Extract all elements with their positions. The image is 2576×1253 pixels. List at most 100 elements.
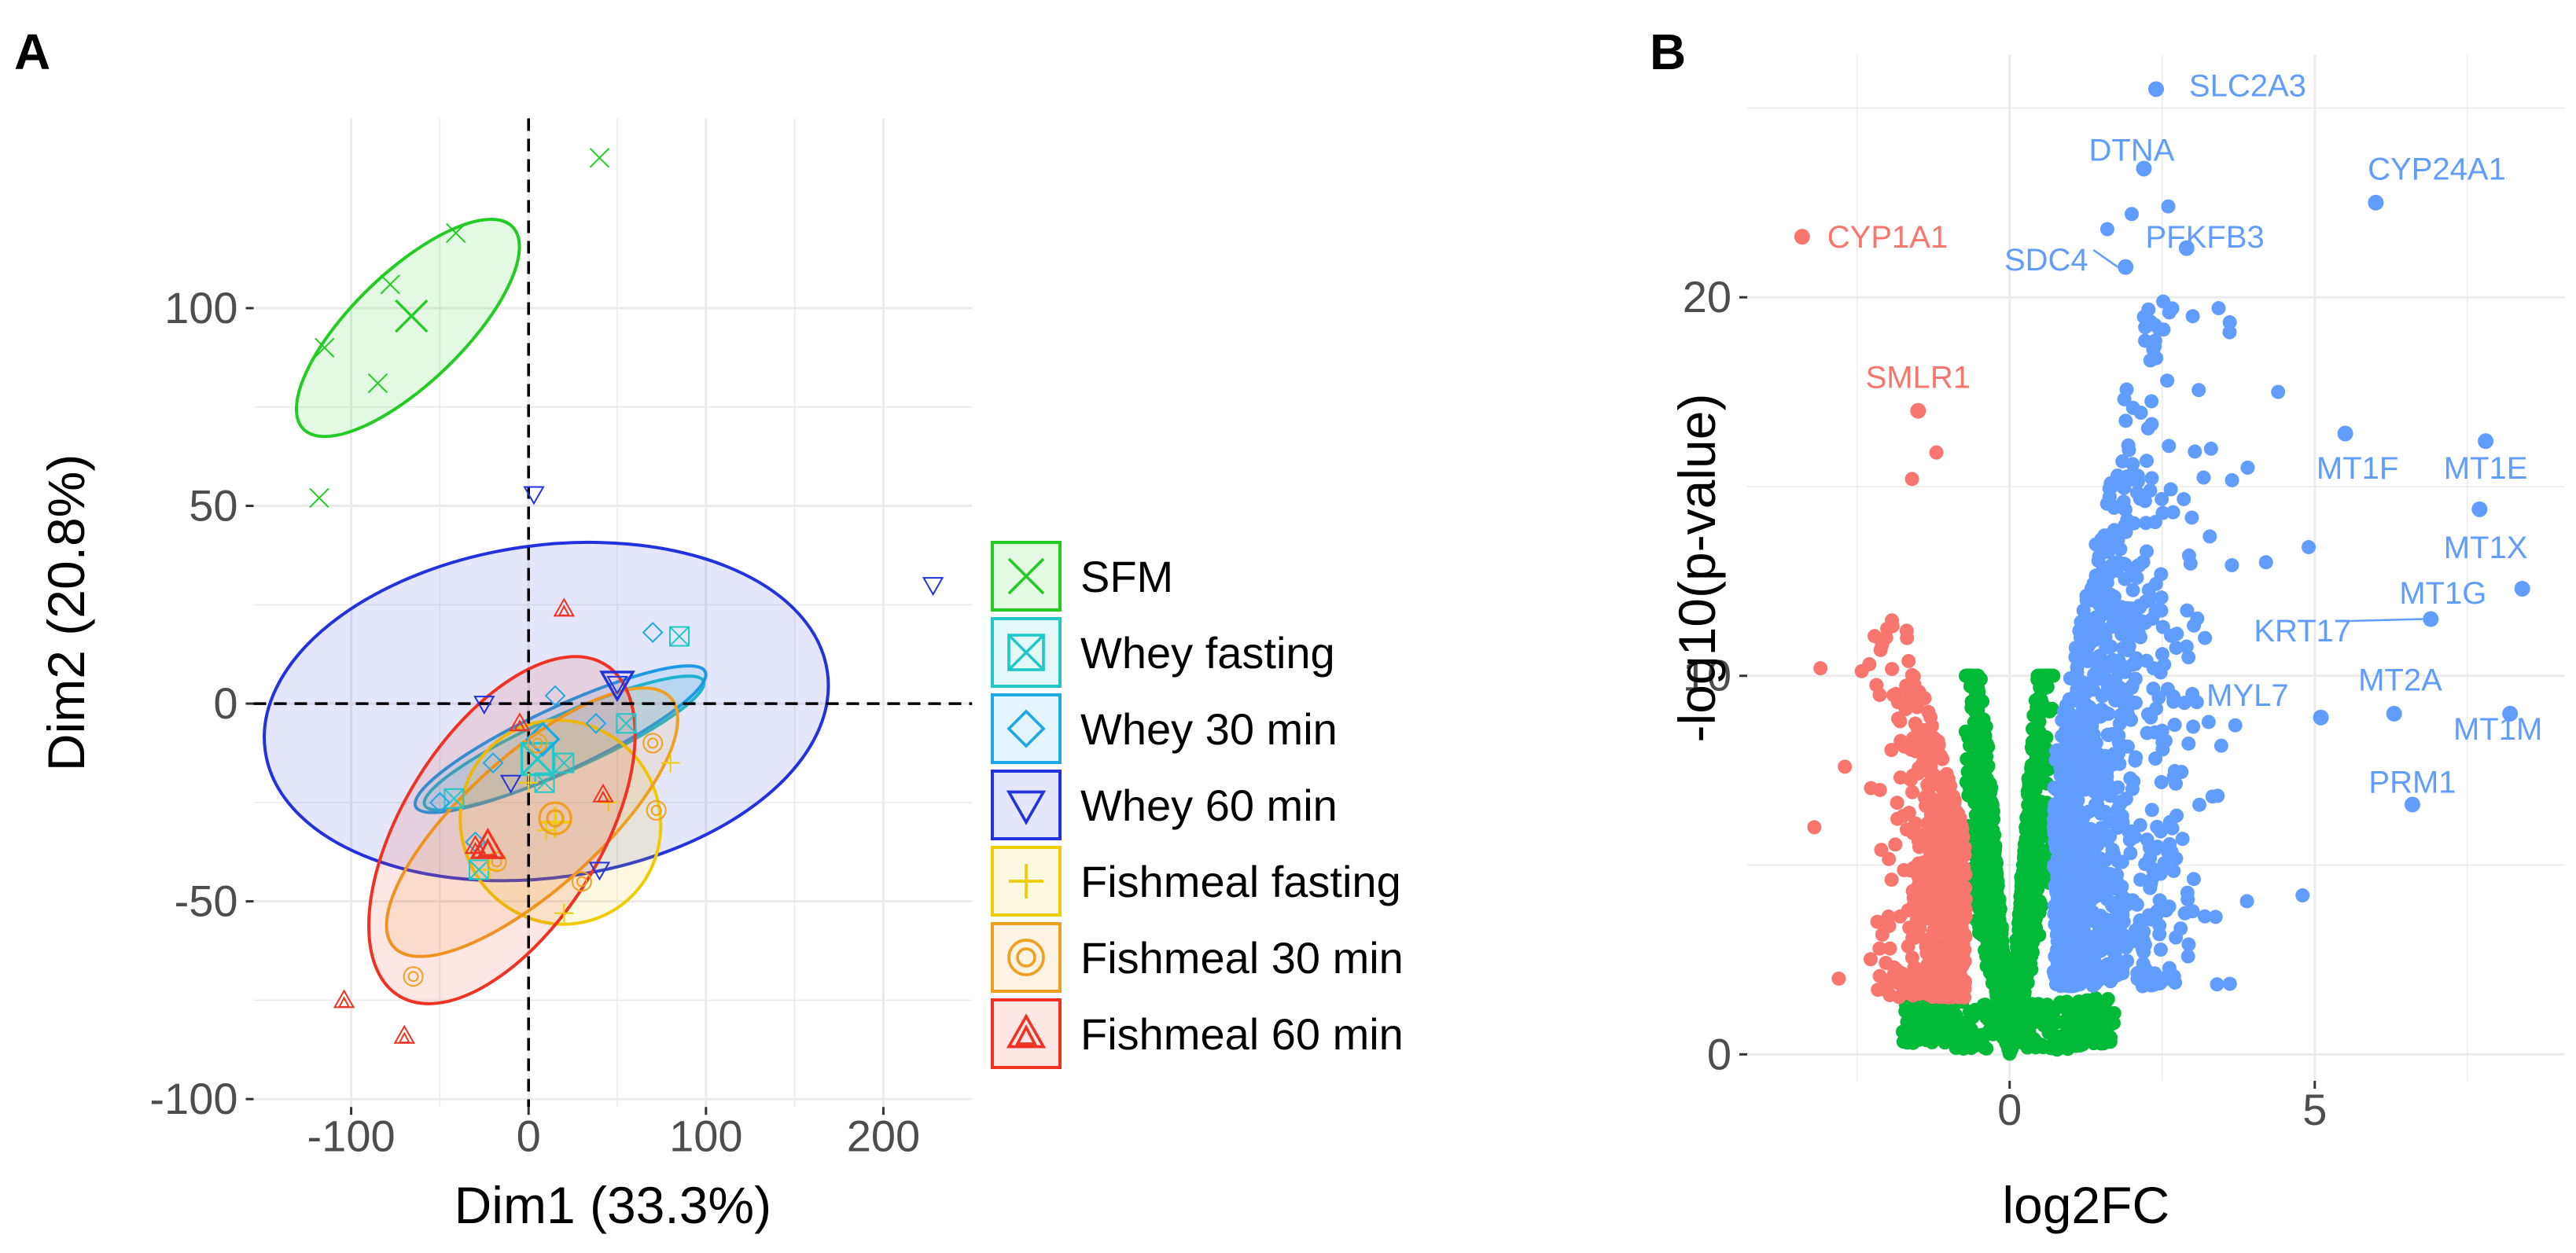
point-up-regulated [2144, 394, 2159, 409]
point-up-regulated [2092, 788, 2107, 803]
point-down-regulated [1884, 873, 1899, 887]
legend-marker-whey-fasting-stroke-2 [1007, 634, 1045, 671]
point-up-regulated [2136, 945, 2151, 960]
point-down-regulated [1903, 863, 1918, 878]
legend-label-fishmeal-30-min: Fishmeal 30 min [1080, 933, 1404, 983]
point-whey-60-min-shape [606, 675, 628, 695]
gene-label-mt1g: MT1G [2399, 576, 2486, 611]
point-up-regulated [2177, 906, 2192, 920]
point-up-regulated [2047, 781, 2062, 796]
point-not-significant [2102, 1012, 2117, 1027]
point-up-regulated [2155, 491, 2169, 506]
gene-leader-sdc4 [2092, 249, 2118, 268]
point-up-regulated [2222, 315, 2237, 330]
point-not-significant [1968, 807, 1983, 822]
point-up-regulated [2184, 510, 2199, 525]
point-not-significant [2033, 693, 2048, 707]
gene-label-mt1e: MT1E [2444, 451, 2528, 486]
point-up-regulated [2076, 859, 2091, 874]
point-down-regulated [1870, 914, 1885, 929]
point-down-regulated [1807, 820, 1822, 835]
point-up-regulated [2123, 846, 2138, 861]
point-not-significant [2033, 726, 2048, 741]
point-down-regulated [1928, 773, 1943, 788]
point-up-regulated [2239, 894, 2254, 909]
point-up-regulated [2109, 873, 2124, 887]
point-fishmeal-30-min [403, 966, 424, 987]
point-up-regulated [2113, 898, 2128, 913]
gene-label-pfkfb3: PFKFB3 [2146, 220, 2265, 255]
point-down-regulated [1927, 738, 1942, 753]
point-down-regulated [1864, 781, 1879, 796]
point-not-significant [2032, 747, 2047, 762]
gene-point-slc2a3 [2148, 81, 2164, 97]
point-down-regulated [1923, 710, 1938, 725]
gene-label-mt2a: MT2A [2358, 663, 2442, 698]
point-up-regulated [2120, 954, 2135, 968]
point-up-regulated [2082, 950, 2097, 965]
centroid-whey-fasting-box [520, 741, 555, 777]
point-up-regulated [2192, 797, 2207, 812]
point-not-significant [1975, 824, 1990, 839]
volcano-y-tick-label: 20 [1683, 272, 1731, 322]
point-up-regulated [2181, 650, 2196, 665]
point-sfm [367, 373, 388, 394]
point-down-regulated [1957, 847, 1972, 862]
pca-chart: -100 0 100 200 -100 -50 0 50 100 Dim1 (33.3%) Di… [37, 118, 1404, 1234]
point-up-regulated [2077, 830, 2092, 845]
point-not-significant [2020, 1040, 2035, 1055]
point-up-regulated [2181, 736, 2196, 751]
point-not-significant [2025, 795, 2040, 810]
point-down-regulated [1912, 761, 1926, 776]
point-up-regulated [2177, 491, 2191, 506]
point-up-regulated [2049, 744, 2064, 759]
point-whey-60-min-shape [499, 774, 522, 794]
volcano-y-axis-title: -log10(p-value) [1668, 394, 1726, 743]
point-down-regulated [1886, 688, 1901, 703]
point-up-regulated [2162, 814, 2177, 829]
legend-marker-whey-30-min-shape [1006, 709, 1046, 748]
point-up-regulated [2158, 733, 2173, 748]
legend-marker-whey-60-min [1006, 790, 1047, 825]
point-not-significant [1959, 668, 1974, 683]
point-up-regulated [2169, 626, 2184, 641]
point-sfm-stroke-2 [367, 373, 388, 394]
point-up-regulated [2118, 502, 2133, 517]
point-not-significant [1979, 945, 1994, 960]
legend-label-whey-30-min: Whey 30 min [1080, 704, 1338, 754]
volcano-chart: SLC2A3 DTNA CYP24A1 PFKFB3 SDC4 CYP1A1 SMLR1 MT… [1668, 55, 2565, 1234]
point-fishmeal-30-min [527, 733, 548, 754]
legend-label-fishmeal-fasting: Fishmeal fasting [1080, 857, 1401, 906]
point-up-regulated [2082, 637, 2097, 652]
point-down-regulated [1919, 798, 1934, 813]
point-up-regulated [2136, 957, 2151, 972]
point-up-regulated [2099, 892, 2114, 907]
point-up-regulated [2155, 619, 2170, 634]
legend-marker-fishmeal-30-min [1007, 939, 1045, 976]
gene-label-mt1x: MT1X [2444, 531, 2528, 565]
point-down-regulated [1901, 807, 1915, 821]
point-down-regulated [1831, 971, 1846, 986]
volcano-points [1807, 199, 2317, 1061]
point-not-significant [1989, 915, 2004, 930]
point-not-significant [1971, 718, 1986, 733]
point-up-regulated [2154, 590, 2169, 605]
point-up-regulated [2139, 516, 2154, 531]
point-up-regulated [2180, 949, 2195, 964]
point-up-regulated [2115, 815, 2130, 830]
point-whey-fasting [554, 752, 575, 773]
pca-y-tick-label: 0 [213, 678, 237, 728]
gene-label-smlr1: SMLR1 [1866, 360, 1971, 395]
point-down-regulated [1912, 928, 1926, 943]
gene-point-dtna [2136, 160, 2152, 177]
pca-x-axis-title: Dim1 (33.3%) [454, 1176, 771, 1234]
point-fishmeal-60-min-inner [597, 790, 609, 803]
point-down-regulated [1863, 952, 1878, 967]
point-up-regulated [2107, 500, 2122, 515]
gene-point-mt1m [2502, 705, 2519, 722]
legend-marker-fishmeal-60-min-inner [1014, 1024, 1038, 1045]
point-down-regulated [1882, 987, 1897, 1002]
point-up-regulated [2136, 972, 2151, 987]
point-not-significant [2037, 668, 2052, 683]
point-down-regulated [1904, 667, 1919, 682]
